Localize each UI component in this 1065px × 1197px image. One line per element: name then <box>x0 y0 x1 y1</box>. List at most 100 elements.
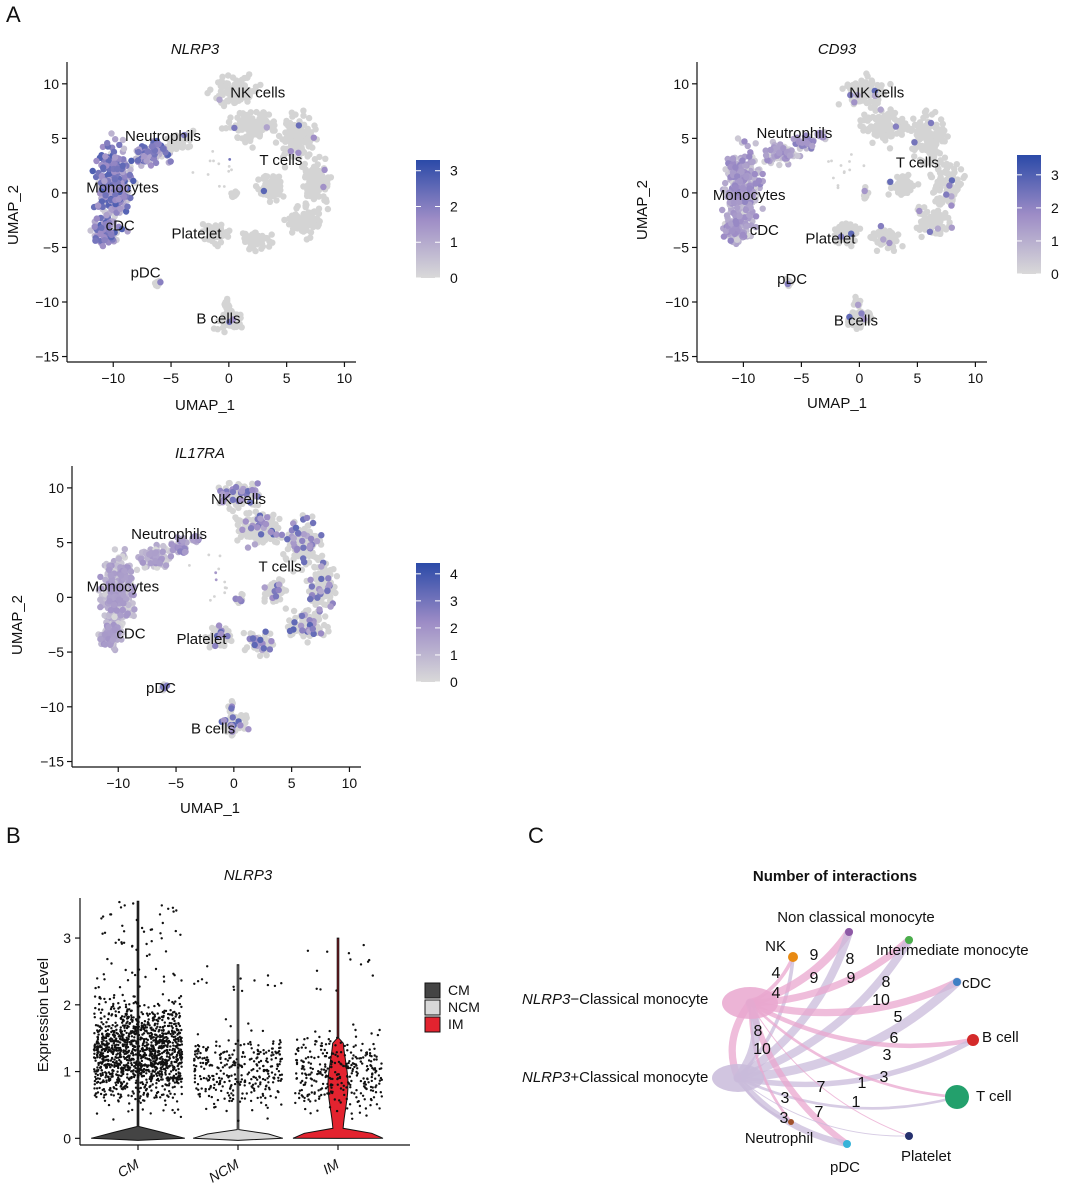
jitter-point <box>127 1061 130 1065</box>
cell-point <box>884 114 891 121</box>
cell-point <box>937 116 945 123</box>
cell-point <box>217 162 221 166</box>
cell-point <box>266 198 274 205</box>
cell-point <box>159 548 166 555</box>
colorbar-tick-label: 1 <box>450 647 458 663</box>
jitter-point <box>100 1069 104 1072</box>
cell-point <box>298 612 306 620</box>
cell-point <box>911 139 918 146</box>
cell-point <box>299 627 306 634</box>
cell-point <box>270 521 277 528</box>
cell-point <box>99 242 107 250</box>
cell-point <box>886 145 894 152</box>
cell-point <box>302 174 309 181</box>
cell-point <box>835 101 842 108</box>
cell-point <box>278 531 286 538</box>
cell-point <box>916 207 923 215</box>
x-tick-label: 5 <box>288 775 296 791</box>
cell-point <box>310 134 317 141</box>
cell-point <box>93 215 101 222</box>
jitter-point <box>135 1079 138 1082</box>
cell-point <box>111 154 119 161</box>
cell-point <box>273 197 280 204</box>
panel-letter-c: C <box>528 823 544 848</box>
cell-point <box>289 153 297 160</box>
cell-point <box>939 138 946 145</box>
cell-point <box>249 123 256 131</box>
jitter-point <box>171 1014 174 1017</box>
cell-point <box>240 629 247 637</box>
cell-point <box>882 137 889 144</box>
cell-point <box>215 622 223 629</box>
cell-point <box>951 165 958 173</box>
cell-point <box>241 646 249 654</box>
jitter-point <box>119 906 123 909</box>
cell-point <box>229 714 236 721</box>
jitter-point <box>94 1006 97 1010</box>
cell-point <box>304 222 311 229</box>
jitter-point <box>134 1018 138 1021</box>
cell-point <box>216 96 223 103</box>
cell-point <box>171 137 179 144</box>
x-tick-label: −10 <box>106 775 130 791</box>
cell-point <box>932 198 939 205</box>
jitter-point <box>172 1038 176 1042</box>
jitter-point <box>167 999 171 1002</box>
cell-point <box>217 88 225 95</box>
cell-point <box>324 174 332 181</box>
jitter-point <box>173 1060 176 1064</box>
cell-point <box>307 129 315 136</box>
jitter-point <box>140 1059 144 1063</box>
cell-point <box>289 225 297 232</box>
cell-point <box>312 126 319 133</box>
umap-plot-il17ra: IL17RA UMAP_1 UMAP_2 −10 −5 0 5 101050−5−10−… <box>9 445 458 817</box>
x-axis-label: UMAP_1 <box>807 395 867 412</box>
cell-point <box>832 176 835 180</box>
cell-point <box>139 559 147 566</box>
jitter-point <box>116 1074 119 1077</box>
cell-point <box>167 553 175 560</box>
jitter-point <box>113 994 116 997</box>
y-tick-label: −10 <box>665 294 689 310</box>
cell-point <box>243 74 251 81</box>
cell-point <box>263 179 270 187</box>
cell-point <box>276 183 284 190</box>
cell-point <box>318 563 325 570</box>
x-tick-label: 5 <box>283 370 291 386</box>
cell-point <box>267 528 274 536</box>
cell-point <box>97 603 104 611</box>
jitter-point <box>164 1073 167 1076</box>
colorbar-tick-label: 2 <box>450 620 458 636</box>
jitter-point <box>97 1033 100 1036</box>
jitter-point <box>173 1081 177 1084</box>
cell-point <box>109 636 117 643</box>
panel-letter-a: A <box>6 2 21 27</box>
jitter-point <box>95 1112 99 1115</box>
cell-point <box>168 142 175 149</box>
cell-point <box>869 139 876 146</box>
jitter-point <box>154 1094 158 1097</box>
cell-point <box>911 146 918 154</box>
jitter-point <box>177 1050 181 1054</box>
y-tick-label: −15 <box>40 754 64 770</box>
violin-cm <box>91 900 185 1141</box>
cell-point <box>254 480 261 487</box>
jitter-point <box>104 1025 108 1028</box>
jitter-point <box>158 1028 161 1032</box>
x-axis-label: UMAP_1 <box>180 800 240 817</box>
cell-point <box>276 515 283 523</box>
cell-point <box>243 119 250 127</box>
cell-point <box>232 188 239 195</box>
cell-point <box>135 148 142 156</box>
jitter-point <box>171 1108 174 1112</box>
cell-point <box>902 120 909 127</box>
jitter-point <box>100 917 103 920</box>
jitter-point <box>117 1100 120 1103</box>
cell-point <box>901 186 908 193</box>
cell-point <box>247 240 254 247</box>
cell-point <box>208 159 212 163</box>
cell-point <box>321 166 328 174</box>
cell-point <box>115 596 123 603</box>
cell-point <box>953 187 960 194</box>
jitter-point <box>115 1028 118 1032</box>
